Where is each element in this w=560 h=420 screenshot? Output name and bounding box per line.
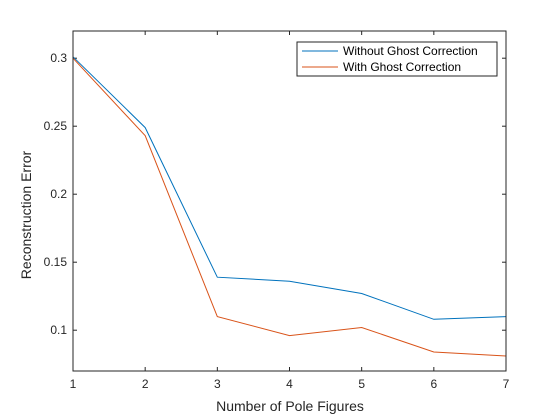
axes-box <box>72 30 507 372</box>
x-tick-label: 3 <box>214 377 221 391</box>
x-tick-label: 4 <box>286 377 293 391</box>
x-tick-label: 6 <box>430 377 437 391</box>
x-tick-label: 5 <box>358 377 365 391</box>
y-tick-label: 0.3 <box>50 51 67 65</box>
y-axis-label: Reconstruction Error <box>18 150 34 279</box>
x-tick-label: 1 <box>70 377 77 391</box>
series-line-without-ghost-correction <box>72 56 507 320</box>
x-axis-label: Number of Pole Figures <box>216 398 364 414</box>
tick-labels: 1 2 3 4 5 6 7 0.1 0.15 0.2 0.25 0.3 <box>44 51 510 391</box>
x-tick-label: 2 <box>142 377 149 391</box>
legend-box <box>296 41 498 77</box>
tick-marks <box>72 31 507 371</box>
y-tick-label: 0.2 <box>50 187 67 201</box>
legend-label-without-ghost-correction: Without Ghost Correction <box>343 44 478 58</box>
legend: Without Ghost Correction With Ghost Corr… <box>296 41 498 77</box>
y-tick-label: 0.15 <box>44 255 68 269</box>
y-tick-label: 0.25 <box>44 119 68 133</box>
series-line-with-ghost-correction <box>72 57 507 357</box>
series-lines <box>72 56 507 357</box>
y-tick-label: 0.1 <box>50 323 67 337</box>
x-tick-label: 7 <box>503 377 510 391</box>
axes-frame <box>72 30 507 372</box>
legend-label-with-ghost-correction: With Ghost Correction <box>343 60 461 74</box>
